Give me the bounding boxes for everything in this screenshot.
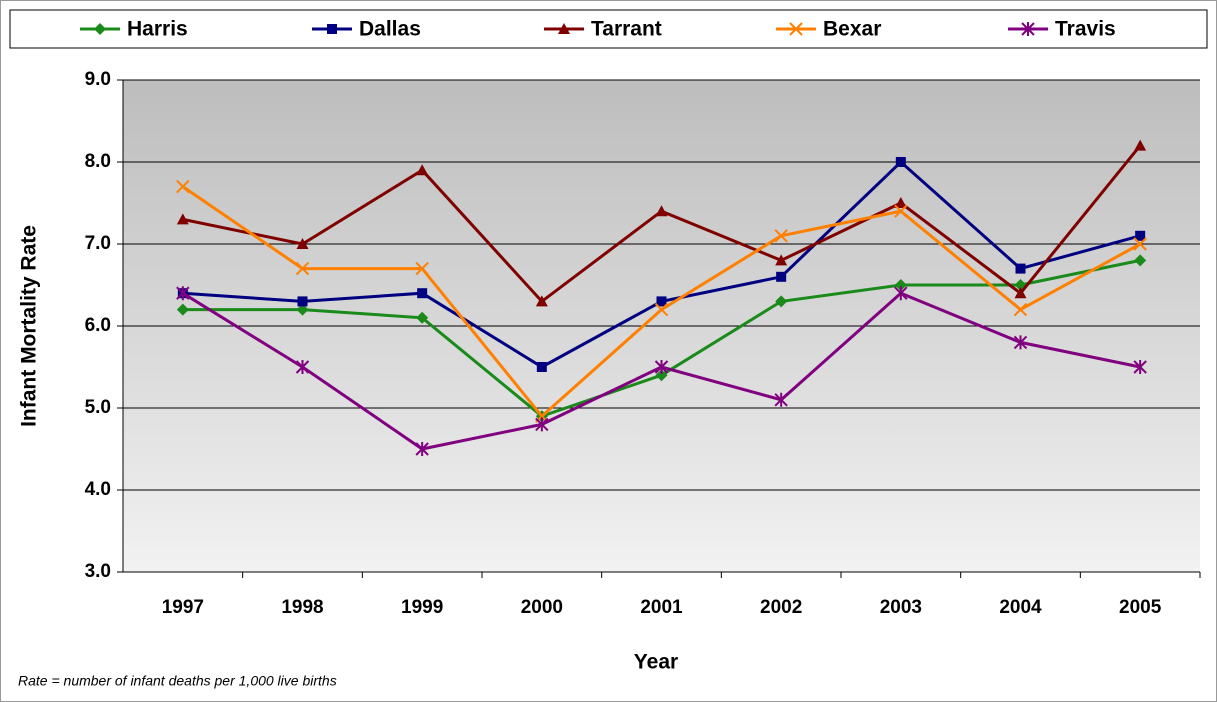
data-point: [416, 164, 429, 176]
x-tick-label: 2000: [521, 597, 563, 618]
x-tick-label: 1999: [401, 597, 443, 618]
legend-marker: [94, 23, 106, 35]
footnote: Rate = number of infant deaths per 1,000…: [18, 673, 337, 689]
data-point: [535, 417, 549, 432]
data-point: [894, 286, 908, 301]
legend-marker: [1021, 22, 1035, 36]
data-point: [297, 296, 308, 307]
data-point: [176, 303, 189, 316]
data-point: [895, 157, 906, 167]
x-tick-label: 2004: [999, 597, 1042, 618]
legend-label: Travis: [1055, 18, 1116, 41]
data-point: [894, 204, 908, 218]
data-point: [774, 392, 788, 407]
data-point: [654, 302, 669, 317]
legend-label: Dallas: [359, 18, 421, 41]
data-point: [1135, 230, 1146, 241]
y-tick-label: 4.0: [85, 479, 111, 500]
data-point: [176, 286, 190, 301]
data-point: [1133, 237, 1147, 251]
data-point: [774, 229, 788, 243]
data-point: [776, 271, 787, 282]
x-tick-label: 2002: [760, 597, 802, 618]
data-point: [176, 213, 189, 225]
data-point: [775, 295, 788, 308]
y-tick-label: 3.0: [85, 561, 111, 582]
data-point: [417, 288, 428, 299]
data-point: [415, 261, 429, 276]
data-point: [295, 261, 310, 276]
x-tick-label: 2001: [640, 597, 683, 618]
legend-label: Bexar: [823, 18, 881, 41]
data-point: [1134, 139, 1147, 151]
x-axis-title: Year: [634, 651, 678, 674]
data-point: [295, 360, 310, 374]
legend-label: Tarrant: [591, 18, 662, 41]
data-point: [894, 279, 907, 291]
data-point: [656, 296, 667, 307]
data-point: [416, 311, 429, 324]
data-point: [1013, 335, 1028, 350]
data-point: [415, 442, 429, 456]
legend-marker: [789, 22, 803, 36]
data-point: [894, 197, 907, 208]
data-point: [1014, 287, 1027, 299]
data-point: [535, 295, 548, 307]
x-tick-label: 2003: [880, 597, 922, 618]
legend-marker: [327, 24, 337, 34]
data-point: [1134, 254, 1147, 267]
data-point: [296, 238, 309, 249]
x-tick-label: 2005: [1119, 597, 1162, 618]
x-tick-label: 1998: [281, 597, 323, 618]
y-axis-title: Infant Mortality Rate: [18, 225, 41, 427]
data-point: [654, 360, 669, 374]
data-point: [1013, 302, 1028, 317]
data-point: [1015, 263, 1026, 274]
x-tick-label: 1997: [162, 597, 204, 618]
data-point: [655, 369, 668, 382]
data-point: [1133, 360, 1147, 374]
legend-label: Harris: [127, 18, 188, 41]
data-point: [536, 362, 547, 372]
legend-box: [9, 9, 1208, 49]
y-tick-label: 8.0: [85, 151, 111, 172]
y-tick-label: 6.0: [85, 315, 111, 336]
y-tick-label: 9.0: [85, 69, 111, 90]
data-point: [655, 205, 668, 217]
y-tick-label: 7.0: [85, 233, 111, 254]
y-tick-label: 5.0: [85, 397, 111, 418]
data-point: [296, 303, 309, 316]
data-point: [775, 254, 788, 266]
data-point: [176, 179, 190, 194]
legend-marker: [558, 23, 570, 34]
